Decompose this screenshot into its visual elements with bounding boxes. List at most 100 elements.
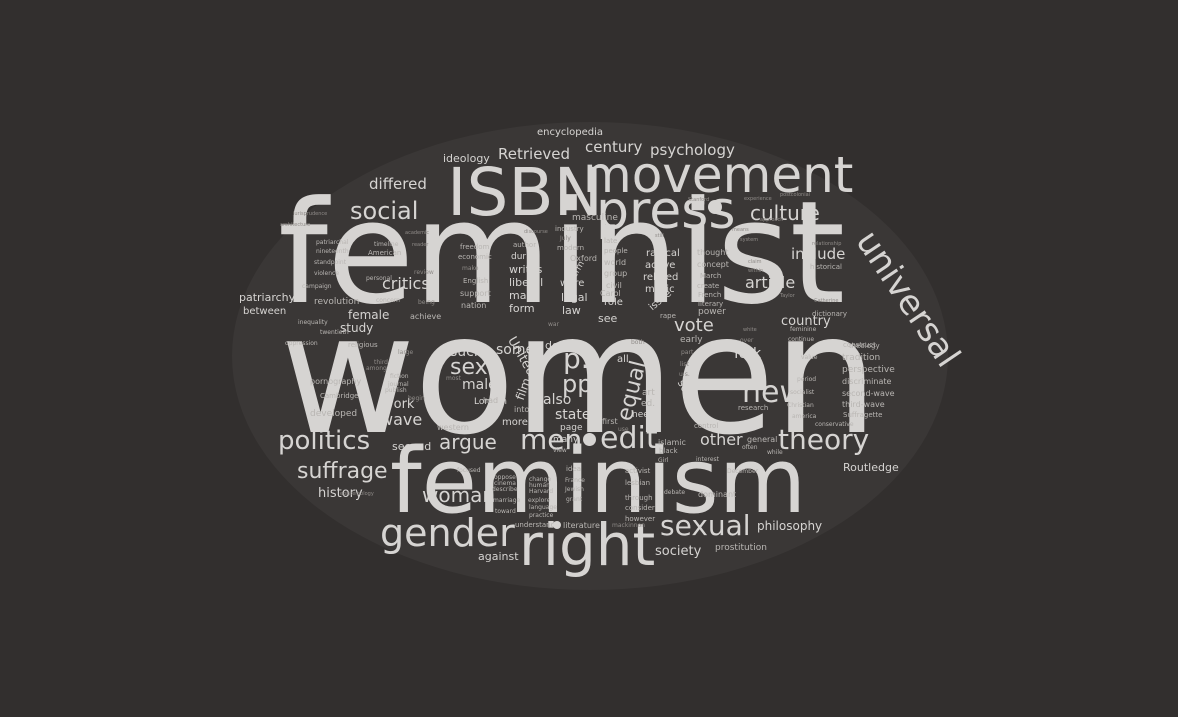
word-often: often [742,444,758,451]
word-civil: civil [606,281,622,290]
word-debate: debate [664,489,686,496]
dot-right [553,521,561,529]
word-being: being [418,299,435,306]
word-women: women [280,279,878,472]
word-focused: focused [457,467,481,474]
word-feminist: feminist [278,171,845,336]
word-consider: consider [625,504,655,512]
word-among: among [366,365,387,372]
word-english: English [463,277,489,285]
word-freedom: freedom [460,243,490,251]
word-feminine: feminine [790,326,817,333]
word-into: into [514,405,530,414]
word-campaign: campaign [302,283,332,290]
word-article: article [745,273,796,292]
word-suffrage: suffrage [297,459,388,484]
word-concept: concept [697,260,729,269]
word-december: December [727,468,759,475]
word-between: between [243,306,287,317]
word-york: York [732,346,762,362]
word-make: make [462,265,479,272]
word-value: value [801,354,818,361]
word-large: large [398,349,414,356]
word-grant: grant [566,496,583,503]
word-french: French [698,291,722,299]
word-america: america [792,413,817,420]
word-liberal: liberal [509,276,544,289]
word-claim: claim [748,259,762,265]
word-discourse: discourse [524,229,548,235]
word-right: right [519,511,656,579]
word-see: see [598,312,618,325]
word-wave: wave [380,410,423,429]
word-white: white [743,327,757,333]
word-form: form [509,302,535,315]
word-standpoint: standpoint [314,259,347,266]
word-most: most [446,375,461,382]
word-theory: theory [778,423,870,456]
word-literary: literary [698,300,724,308]
word-interest: interest [696,456,720,463]
word-economic: economic [458,253,492,261]
word-marriage: marriage [493,497,521,504]
word-tradition: tradition [842,353,881,363]
word-third-wave: third-wave [842,400,885,409]
word-carol: Carol [600,289,621,298]
word-art: art [642,388,655,398]
word-feminism: feminism [390,429,807,534]
word-western: western [437,423,469,432]
word-had: had [483,396,499,405]
word-new: new [742,375,805,410]
word-pp: pp. [562,370,601,398]
word-toward: toward [495,508,516,515]
word-perspective: perspective [842,365,895,375]
dot-edit [583,433,596,446]
word-create: create [697,282,720,290]
word-law: law [562,304,581,317]
word-also: also [543,392,572,408]
word-include: include [791,245,846,263]
word-sex: sex [450,355,488,380]
word-while: while [767,449,783,456]
word-female: female [348,308,390,322]
word-routledge: Routledge [843,461,899,474]
word-religious: religious [348,341,378,349]
word-harvard: Harvard [529,488,554,495]
word-main: main [509,289,537,302]
word-writes: writes [509,263,543,276]
word-music: music [645,284,675,295]
word-work: work [383,397,415,412]
word-begin: begin [408,395,425,402]
word-part: part [681,349,694,356]
word-conservative: conservative [815,421,854,428]
word-achieve: achieve [410,312,442,321]
word-dominant: dominant [698,490,737,499]
word-socialist: socialist [790,389,815,396]
word-group: group [604,269,628,278]
word-men: men [520,423,583,456]
word-philosophy: philosophy [757,519,823,533]
word-ideology: ideology [443,152,490,165]
word-doi: doi [545,339,562,352]
word-active: active [645,260,676,271]
word-system: system [740,237,759,243]
word-isbn: ISBN [447,154,604,231]
word-activist: activist [625,467,651,475]
word-reader: reader [412,242,429,248]
word-oppose: oppose [494,474,516,481]
word-concern: concern [376,297,400,304]
word-woman: woman [422,483,496,507]
word-oxford: Oxford [570,254,597,263]
word-taylor: Taylor [780,293,795,299]
word-black: black [659,447,678,455]
word-developed: developed [310,409,358,419]
word-during: during [511,252,541,262]
word-encyclopedia: encyclopedia [537,127,604,138]
word-war: war [548,321,560,328]
word-violence: violence [314,270,340,277]
word-idea: idea [566,465,581,473]
word-u-s: u.s. [679,371,690,378]
word-review: review [414,269,434,276]
word-period: period [797,376,817,383]
word-twentieth: twentieth [320,329,349,336]
